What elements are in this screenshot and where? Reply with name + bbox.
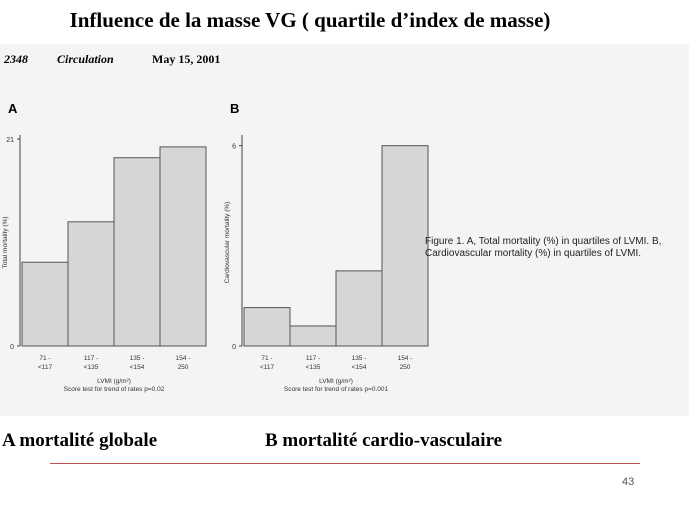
chart-b-cardiovascular-mortality: 0 6 Cardiovascular mortality (%) 71 - <117 11… (224, 135, 429, 393)
slide-title: Influence de la masse VG ( quartile d’in… (69, 8, 551, 32)
y-axis-label: Total mortality (%) (2, 216, 9, 268)
bar-4 (159, 146, 207, 347)
page-number: 43 (622, 476, 635, 488)
journal-page-number: 2348 (4, 52, 28, 66)
x-tick-label-3-line2: <154 (130, 364, 145, 371)
y-tick-label: 0 (232, 344, 236, 351)
panel-b-letter: B (230, 101, 240, 116)
x-tick-label-4-line2: 250 (400, 364, 411, 371)
x-tick-label-2-line2: <135 (84, 364, 99, 371)
x-tick-label-1-line1: 71 - (39, 355, 50, 362)
label-a-mortalite-globale: A mortalité globale (2, 430, 158, 451)
x-axis-label: LVMI (g/m²) (97, 378, 131, 385)
bar-2 (289, 325, 337, 347)
x-tick-label-4-line1: 154 - (398, 355, 413, 362)
bar-3 (335, 270, 383, 347)
journal-date: May 15, 2001 (152, 52, 221, 66)
x-tick-label-1-line2: <117 (38, 364, 53, 371)
bar-2 (67, 221, 115, 347)
x-tick-label-2-line1: 117 - (84, 355, 98, 362)
label-b-mortalite-cardio-vasculaire: B mortalité cardio-vasculaire (265, 430, 503, 451)
figure-caption: Figure 1. A, Total mortality (%) in quar… (425, 236, 662, 259)
x-tick-label-4-line2: 250 (178, 364, 189, 371)
bar-1 (21, 261, 69, 347)
bar-1 (243, 307, 291, 347)
y-axis-label: Cardiovascular mortality (%) (224, 202, 231, 284)
x-axis-label: LVMI (g/m²) (319, 378, 353, 385)
journal-header: 2348 Circulation May 15, 2001 (4, 52, 272, 67)
y-tick-label: 0 (10, 344, 14, 351)
trend-test-note: Score test for trend of rates p=0.001 (284, 386, 389, 393)
panel-a-letter: A (8, 101, 18, 116)
y-tick-label: 21 (6, 137, 14, 144)
x-tick-label-2-line2: <135 (306, 364, 321, 371)
x-tick-label-3-line1: 135 - (352, 355, 367, 362)
x-tick-label-2-line1: 117 - (306, 355, 320, 362)
x-tick-label-1-line2: <117 (260, 364, 275, 371)
bar-3 (113, 157, 161, 347)
journal-name: Circulation (57, 52, 114, 66)
x-tick-label-3-line1: 135 - (130, 355, 145, 362)
x-tick-label-1-line1: 71 - (261, 355, 272, 362)
trend-test-note: Score test for trend of rates p=0.02 (64, 386, 165, 393)
x-tick-label-4-line1: 154 - (176, 355, 191, 362)
y-tick-label: 6 (232, 144, 236, 151)
chart-a-total-mortality: 0 21 Total mortality (%) 71 - <117 117 - <135 1… (2, 135, 207, 393)
bar-4 (381, 145, 429, 347)
x-tick-label-3-line2: <154 (352, 364, 367, 371)
divider-rule (50, 463, 640, 464)
